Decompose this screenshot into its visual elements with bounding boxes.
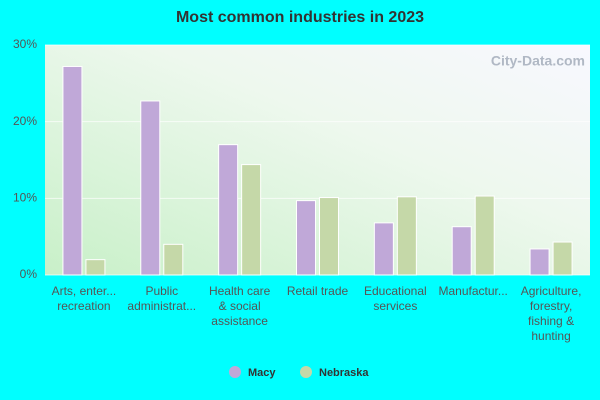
bar [163, 243, 184, 276]
bar [218, 144, 239, 276]
x-tick-label: forestry, [530, 299, 572, 313]
x-tick-label: Agriculture, [521, 284, 582, 298]
bar [296, 200, 316, 276]
x-tick-label: administrat... [127, 299, 196, 313]
x-tick-label: Retail trade [287, 284, 349, 298]
plot-area [45, 45, 590, 275]
legend-swatch [229, 366, 241, 378]
bar [319, 197, 339, 276]
bar [140, 100, 161, 276]
x-tick-label: & social [219, 299, 261, 313]
y-tick-label: 20% [13, 114, 37, 128]
bar [474, 195, 495, 276]
bar [62, 65, 83, 276]
x-tick-label: Educational [364, 284, 427, 298]
x-tick-label: Arts, enter... [52, 284, 117, 298]
legend-label: Nebraska [319, 367, 369, 379]
x-tick-label: recreation [57, 299, 110, 313]
bar [451, 226, 472, 276]
x-tick-label: Health care [209, 284, 271, 298]
bar [85, 259, 106, 276]
bar [373, 222, 394, 276]
bar [396, 196, 417, 276]
x-tick-label: services [373, 299, 417, 313]
bar [241, 164, 262, 276]
legend-swatch [300, 366, 312, 378]
y-tick-label: 0% [20, 267, 38, 281]
x-tick-label: hunting [531, 329, 570, 343]
x-tick-label: Manufactur... [439, 284, 508, 298]
bar [552, 241, 573, 276]
y-tick-label: 10% [13, 191, 37, 205]
chart-title: Most common industries in 2023 [176, 9, 424, 26]
bar [529, 248, 550, 276]
y-tick-label: 30% [13, 37, 37, 51]
x-tick-label: Public [145, 284, 178, 298]
watermark: City-Data.com [491, 53, 585, 69]
x-tick-label: assistance [211, 314, 268, 328]
legend-label: Macy [248, 367, 276, 379]
x-tick-label: fishing & [528, 314, 574, 328]
